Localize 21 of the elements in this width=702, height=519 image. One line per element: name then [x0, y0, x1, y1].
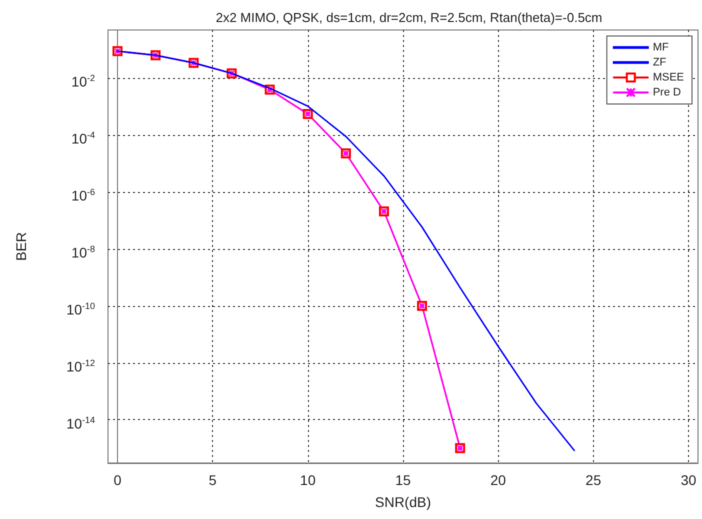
x-tick-label: 10 [300, 472, 316, 488]
x-axis-title: SNR(dB) [374, 494, 432, 510]
x-tick-label: 5 [208, 472, 217, 488]
x-tick-label: 20 [490, 472, 506, 488]
x-tick-label: 15 [395, 472, 411, 488]
y-tick-label: 10$^{-12}$ [66, 356, 95, 376]
y-tick-label: 10$^{-8}$ [71, 243, 95, 263]
chart-title: 2x2 MIMO, QPSK, ds=1cm, dr=2cm, R=2.5cm, Rtan(theta)=-0.5cm [216, 10, 602, 25]
legend-label: MSEE [652, 72, 684, 84]
x-tick-label: 25 [586, 472, 602, 488]
y-tick-label: 10$^{-4}$ [71, 129, 95, 149]
y-tick-label: 10$^{-14}$ [66, 414, 95, 434]
x-tick-label: 30 [680, 472, 696, 488]
y-tick-label: 10$^{-6}$ [71, 186, 95, 206]
legend-label: ZF [652, 56, 667, 68]
y-axis-title: BER [13, 232, 29, 261]
y-tick-label: 10$^{-2}$ [71, 72, 95, 92]
legend-label: MF [652, 42, 669, 54]
legend-label: Pre D [652, 86, 681, 98]
x-tick-label: 0 [114, 472, 122, 488]
y-tick-label: 10$^{-10}$ [66, 300, 95, 320]
